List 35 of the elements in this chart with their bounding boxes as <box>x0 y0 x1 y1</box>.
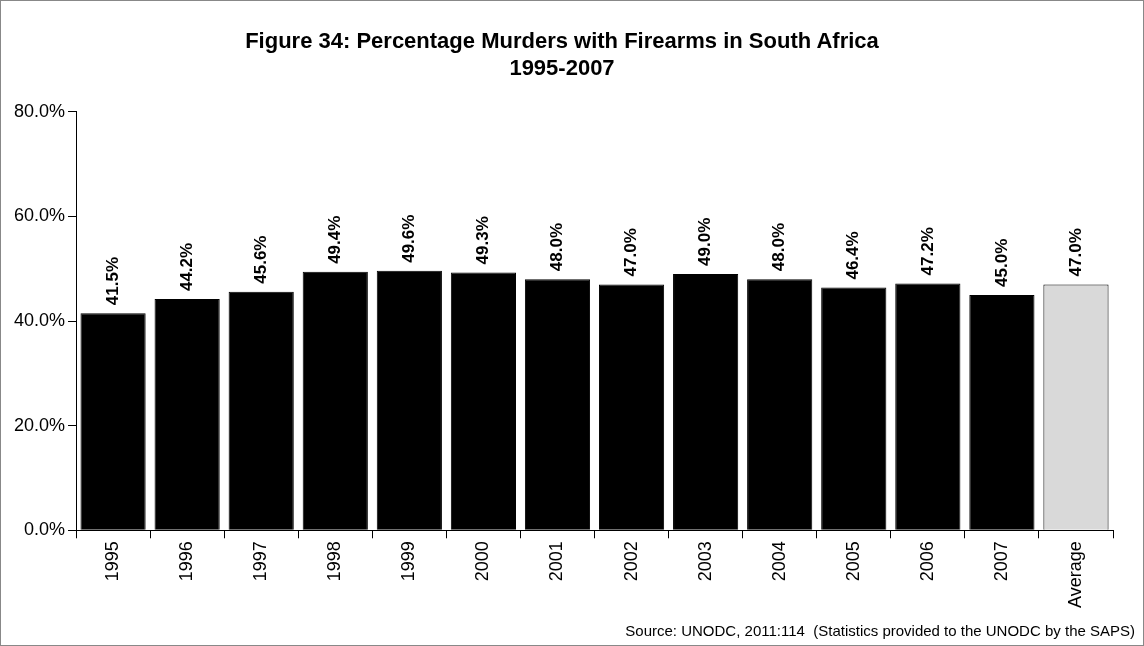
data-label: 49.3% <box>473 216 493 265</box>
x-tick-label: 1999 <box>398 541 419 582</box>
data-label: 47.0% <box>621 228 641 277</box>
y-tick-label: 40.0% <box>13 310 66 331</box>
x-tick-label: 2006 <box>916 541 937 582</box>
chart-title: Figure 34: Percentage Murders with Firearms in South Africa 1995-2007 <box>245 28 880 80</box>
data-label: 45.0% <box>991 238 1011 287</box>
x-tick-label: 1996 <box>176 541 197 582</box>
data-label: 49.4% <box>324 215 344 264</box>
x-tick-label: Average <box>1064 541 1085 608</box>
x-tick-label: 2003 <box>694 541 715 582</box>
x-tick-label: 2002 <box>620 541 641 582</box>
data-label: 41.5% <box>102 256 122 306</box>
y-tick-label: 60.0% <box>13 205 66 226</box>
data-label: 49.6% <box>399 214 419 263</box>
data-label: 48.0% <box>547 222 567 272</box>
x-tick-label: 2001 <box>546 541 567 582</box>
y-tick-label: 80.0% <box>13 100 66 121</box>
data-label: 47.0% <box>1065 228 1085 277</box>
x-tick-label: 1997 <box>250 541 271 582</box>
data-label: 46.4% <box>843 231 863 280</box>
x-tick-label: 2007 <box>990 541 1011 582</box>
x-tick-label: 2004 <box>768 541 789 582</box>
source-note: Source: UNODC, 2011:114 (Statistics provided to the UNODC by the SAPS) <box>625 621 1135 639</box>
data-label: 44.2% <box>176 242 196 292</box>
x-tick-label: 2005 <box>842 541 863 582</box>
x-tick-label: 2000 <box>472 541 493 582</box>
x-tick-label: 1998 <box>324 541 345 582</box>
data-label: 48.0% <box>769 222 789 272</box>
y-tick-label: 20.0% <box>13 414 66 435</box>
data-label: 49.0% <box>695 217 715 266</box>
data-label: 47.2% <box>917 227 937 276</box>
data-label: 45.6% <box>250 235 270 284</box>
x-tick-label: 1995 <box>102 541 123 582</box>
y-tick-label: 0.0% <box>24 519 66 540</box>
